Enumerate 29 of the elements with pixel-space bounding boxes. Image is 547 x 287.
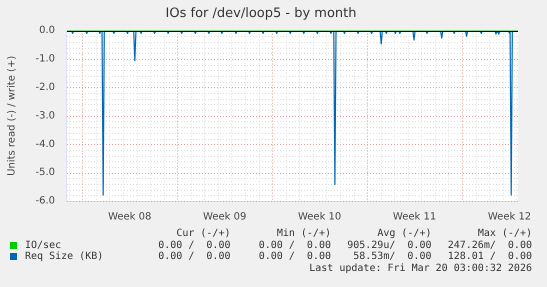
x-tick-label: Week 11 <box>392 212 436 223</box>
y-tick-label: 0.0 <box>39 25 55 36</box>
text: 0.00 / 0.00 <box>258 251 331 262</box>
text: Min (-/+) <box>276 228 331 240</box>
x-tick-label: Week 09 <box>203 212 246 223</box>
x-tick-label: Week 12 <box>488 212 532 223</box>
y-tick-label: -6.0 <box>35 196 55 207</box>
text: Max (-/+) <box>476 228 532 240</box>
x-tick-label: Week 10 <box>298 212 342 223</box>
y-axis-title: Units read (-) / write (+) <box>6 56 18 176</box>
y-tick-label: -2.0 <box>35 82 55 93</box>
y-tick-label: -1.0 <box>35 54 55 65</box>
x-tick-label: Week 08 <box>108 212 152 223</box>
y-tick-label: -3.0 <box>35 110 55 122</box>
legend-label: Req Size (KB) <box>25 251 104 262</box>
text: Avg (-/+) <box>376 228 432 240</box>
y-tick-label: -4.0 <box>35 138 55 150</box>
text: 905.29u/ 0.00 <box>346 240 432 251</box>
text: 128.01 / 0.00 <box>446 251 532 262</box>
text: 58.53m/ 0.00 <box>352 251 432 262</box>
text: 247.26m/ 0.00 <box>446 240 532 251</box>
text: 0.00 / 0.00 <box>258 240 331 251</box>
text: 0.00 / 0.00 <box>157 251 230 262</box>
text: 0.00 / 0.00 <box>157 240 230 251</box>
legend-label: IO/sec <box>25 240 62 251</box>
text: Cur (-/+) <box>175 228 230 240</box>
chart-title: IOs for /dev/loop5 - by month <box>166 6 356 22</box>
text: Last update: Fri Mar 20 03:00:32 2026 <box>308 262 532 274</box>
y-tick-label: -5.0 <box>35 167 55 178</box>
